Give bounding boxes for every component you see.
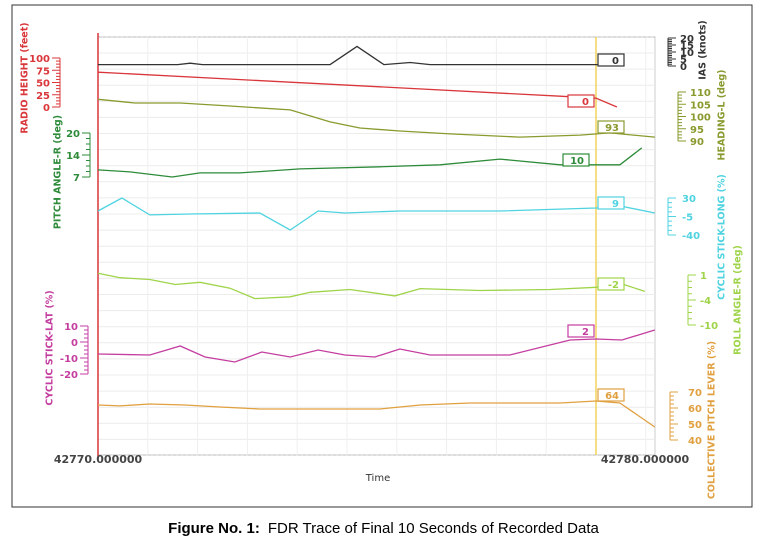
roll-value-label: -2 — [608, 280, 619, 291]
clat-tick-label: 10 — [64, 322, 78, 333]
coll-tick-label: 50 — [688, 420, 702, 431]
radio-tick-label: 100 — [29, 54, 50, 65]
clong-tick-label: 30 — [682, 194, 696, 205]
clat-tick-label: 0 — [71, 338, 78, 349]
heading-tick-label: 95 — [690, 125, 704, 136]
x-tick-label-start: 42770.000000 — [54, 453, 143, 466]
heading-tick-label: 90 — [690, 137, 704, 148]
pitch-value-label: 10 — [570, 156, 584, 167]
heading-axis-title: HEADING-L (deg) — [717, 70, 728, 161]
coll-value-label: 64 — [605, 391, 619, 402]
coll-trace — [97, 400, 656, 428]
coll-value-box — [597, 388, 625, 402]
coll-tick-label: 70 — [688, 388, 702, 399]
radio-tick-label: 50 — [36, 79, 50, 90]
pitch-tick-label: 7 — [73, 173, 80, 184]
heading-tick-label: 100 — [690, 113, 711, 124]
roll-tick-label: 1 — [700, 271, 707, 282]
roll-axis-title: ROLL ANGLE-R (deg) — [733, 245, 744, 355]
ias-value-box — [597, 53, 625, 67]
ias-tick-label: 5 — [680, 55, 687, 66]
heading-tick-label: 110 — [690, 88, 711, 99]
heading-value-box — [597, 120, 625, 134]
ias-tick-label: 15 — [680, 41, 694, 52]
clong-tick-label: -40 — [682, 231, 700, 242]
heading-tick-label: 105 — [690, 100, 711, 111]
pitch-tick-label: 20 — [66, 129, 80, 140]
x-axis-title: Time — [365, 473, 390, 484]
radio-axis-title: RADIO HEIGHT (feet) — [20, 22, 31, 133]
radio-value-label: 0 — [582, 97, 589, 108]
pitch-tick-label: 14 — [66, 151, 80, 162]
figure-caption: Figure No. 1: FDR Trace of Final 10 Secon… — [0, 520, 767, 537]
caption-text: FDR Trace of Final 10 Seconds of Recorde… — [267, 520, 599, 537]
clat-value-label: 2 — [582, 327, 589, 338]
clong-trace — [97, 197, 655, 231]
radio-tick-label: 0 — [43, 103, 50, 114]
ias-axis-title: IAS (knots) — [698, 20, 709, 80]
pitch-value-box — [562, 153, 590, 167]
clong-axis-title: CYCLIC STICK-LONG (%) — [717, 174, 728, 300]
radio-tick-label: 25 — [36, 91, 50, 102]
roll-tick-label: -4 — [700, 296, 711, 307]
radio-value-box — [567, 94, 595, 108]
value-labels: 0 0 93 10 9 -2 2 64 — [562, 53, 625, 402]
clat-trace — [97, 329, 655, 363]
x-tick-label-end: 42780.000000 — [601, 453, 690, 466]
clat-tick-label: -10 — [60, 354, 78, 365]
clat-tick-label: -20 — [60, 370, 78, 381]
ias-trace — [98, 45, 617, 66]
ias-tick-label: 20 — [680, 34, 694, 45]
coll-tick-label: 60 — [688, 404, 702, 415]
pitch-axis-title: PITCH ANGLE-R (deg) — [53, 115, 64, 229]
radio-tick-label: 75 — [36, 66, 50, 77]
ias-tick-label: 10 — [680, 48, 694, 59]
clat-value-box — [567, 324, 595, 338]
clong-value-box — [597, 196, 625, 210]
ias-tick-label: 0 — [680, 62, 687, 73]
caption-label: Figure No. 1: — [168, 520, 260, 537]
clong-value-label: 9 — [612, 199, 619, 210]
heading-trace — [97, 98, 655, 138]
roll-trace — [97, 272, 646, 300]
ias-value-label: 0 — [612, 56, 619, 67]
roll-tick-label: -10 — [700, 321, 718, 332]
heading-value-label: 93 — [605, 123, 619, 134]
grid — [97, 36, 656, 456]
roll-value-box — [597, 277, 625, 291]
clat-axis-title: CYCLIC STICK-LAT (%) — [45, 290, 56, 405]
coll-tick-label: 40 — [688, 436, 702, 447]
coll-axis-title: COLLECTIVE PITCH LEVER (%) — [707, 341, 718, 499]
clong-tick-label: -5 — [682, 213, 693, 224]
